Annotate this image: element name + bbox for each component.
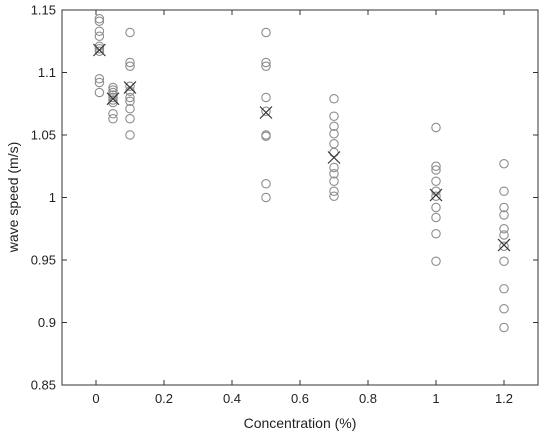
data-point-circle	[108, 85, 118, 95]
data-point-circle	[125, 130, 135, 140]
data-point-circle	[261, 27, 271, 38]
data-point-circle	[108, 87, 118, 98]
data-point-circle	[329, 121, 339, 132]
data-point-circle	[431, 229, 441, 239]
data-points	[92, 14, 511, 333]
x-tick-label: 0.6	[291, 391, 309, 406]
data-point-circle	[125, 81, 135, 92]
data-point-circle	[431, 191, 441, 202]
data-point-circle	[94, 26, 105, 36]
data-point-circle	[94, 87, 105, 98]
data-point-circle	[499, 202, 509, 213]
data-point-circle	[431, 256, 441, 266]
mean-marker-x	[92, 43, 106, 57]
data-point-circle	[94, 43, 105, 54]
data-point-circle	[125, 57, 135, 68]
x-tick-label: 0.2	[155, 391, 173, 406]
x-tick-label: 1	[432, 391, 439, 406]
data-point-circle	[499, 256, 509, 266]
data-point-circle	[125, 96, 135, 107]
data-point-circle	[108, 82, 118, 93]
data-point-circle	[125, 27, 135, 38]
data-point-circle	[108, 109, 118, 119]
data-point-circle	[94, 46, 105, 56]
data-point-circle	[125, 92, 135, 103]
data-point-circle	[329, 129, 339, 139]
data-point-circle	[94, 77, 105, 88]
x-axis: 0 0.2 0.4 0.6 0.8 1 1.2	[92, 10, 513, 406]
data-point-circle	[499, 241, 509, 252]
mean-marker-x	[259, 106, 273, 119]
data-point-circle	[329, 169, 339, 179]
data-point-circle	[94, 31, 105, 41]
x-tick-label: 0.4	[223, 391, 241, 406]
mean-marker-x	[123, 81, 137, 94]
y-tick-label: 0.9	[38, 315, 56, 330]
x-tick-label: 0.8	[359, 391, 377, 406]
data-point-circle	[94, 16, 105, 26]
x-tick-label: 0	[92, 391, 99, 406]
data-point-circle	[431, 176, 441, 187]
data-point-circle	[261, 61, 271, 71]
data-point-circle	[431, 122, 441, 133]
data-point-circle	[431, 212, 441, 223]
data-point-circle	[499, 303, 509, 314]
mean-marker-x	[106, 92, 120, 106]
data-point-circle	[94, 14, 105, 24]
mean-marker-x	[429, 188, 443, 202]
data-point-circle	[125, 61, 135, 71]
data-point-circle	[261, 57, 271, 68]
x-axis-label: Concentration (%)	[244, 415, 357, 431]
data-point-circle	[125, 114, 135, 124]
data-point-circle	[499, 186, 509, 197]
data-point-circle	[431, 202, 441, 213]
data-point-circle	[108, 95, 118, 105]
data-point-circle	[329, 162, 339, 173]
data-point-circle	[499, 159, 509, 169]
data-point-circle	[261, 192, 271, 203]
data-point-circle	[499, 322, 509, 333]
mean-marker-x	[327, 151, 341, 164]
data-point-circle	[329, 191, 339, 202]
y-tick-label: 0.85	[31, 378, 56, 393]
y-tick-label: 1	[49, 190, 56, 205]
data-point-circle	[329, 111, 339, 122]
data-point-circle	[125, 104, 135, 114]
y-tick-label: 1.1	[38, 65, 56, 80]
data-point-circle	[261, 131, 271, 142]
y-tick-label: 1.05	[31, 128, 56, 143]
data-point-circle	[108, 114, 118, 124]
y-axis-label: wave speed (m/s)	[5, 142, 21, 253]
data-point-circle	[261, 106, 271, 117]
y-tick-label: 0.95	[31, 253, 56, 268]
data-point-circle	[431, 165, 441, 175]
plot-area	[61, 9, 539, 386]
data-point-circle	[329, 186, 339, 197]
data-point-circle	[94, 74, 105, 84]
data-point-circle	[329, 94, 339, 104]
data-point-circle	[108, 92, 118, 103]
data-point-circle	[329, 176, 339, 187]
data-point-circle	[499, 230, 509, 240]
mean-marker-x	[497, 238, 511, 252]
x-tick-label: 1.2	[495, 391, 513, 406]
data-point-circle	[431, 161, 441, 172]
data-point-circle	[499, 224, 509, 234]
data-point-circle	[499, 283, 509, 294]
data-point-circle	[261, 92, 271, 103]
y-tick-label: 1.15	[31, 3, 56, 18]
data-point-circle	[499, 210, 509, 220]
y-axis: 0.85 0.9 0.95 1 1.05 1.1 1.15	[31, 3, 538, 393]
data-point-circle	[261, 179, 271, 189]
